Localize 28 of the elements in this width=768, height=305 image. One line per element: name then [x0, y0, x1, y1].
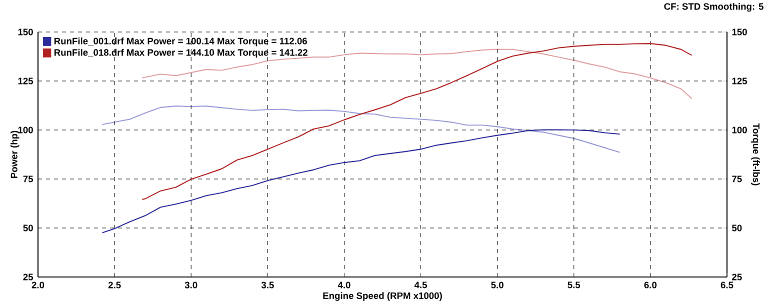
legend-label: RunFile_001.drf Max Power = 100.14 Max Torque = 112.06	[54, 38, 307, 46]
y-tick-label: 25	[23, 274, 34, 280]
y2-tick-label: 75	[732, 176, 742, 182]
y-tick-label: 50	[23, 224, 33, 232]
legend-label: RunFile_018.drf Max Power = 144.10 Max Torque = 141.22	[54, 48, 308, 58]
y2-tick-label: 25	[732, 274, 742, 280]
x-tick-label: 2.0	[32, 282, 44, 288]
y2-tick-label: 50	[732, 224, 742, 232]
x-tick-label: 5.0	[491, 282, 504, 288]
y-tick-label: 100	[18, 126, 33, 134]
x-tick-label: 4.0	[338, 282, 350, 288]
x-tick-label: 2.5	[108, 282, 121, 288]
y2-tick-label: 125	[732, 78, 748, 84]
x-tick-label: 6.5	[720, 282, 734, 288]
x-tick-label: 4.5	[414, 282, 428, 288]
x-tick-label: 3.0	[184, 282, 198, 288]
y-tick-label: 125	[18, 78, 34, 84]
x-axis-title: Engine Speed (RPM x1000)	[323, 292, 442, 301]
y-tick-label: 75	[23, 176, 34, 182]
text: CF: STD Smoothing: 5	[664, 2, 764, 12]
y2-axis-title: Torque (ft-lbs)	[751, 123, 760, 186]
x-tick-label: 3.5	[261, 282, 274, 288]
y2-tick-label: 100	[732, 126, 747, 134]
y-axis-title: Power (hp)	[10, 130, 20, 178]
x-tick-label: 5.5	[568, 282, 580, 288]
y-tick-label: 150	[18, 28, 33, 36]
y2-tick-label: 150	[732, 28, 747, 36]
x-tick-label: 6.0	[644, 282, 657, 288]
